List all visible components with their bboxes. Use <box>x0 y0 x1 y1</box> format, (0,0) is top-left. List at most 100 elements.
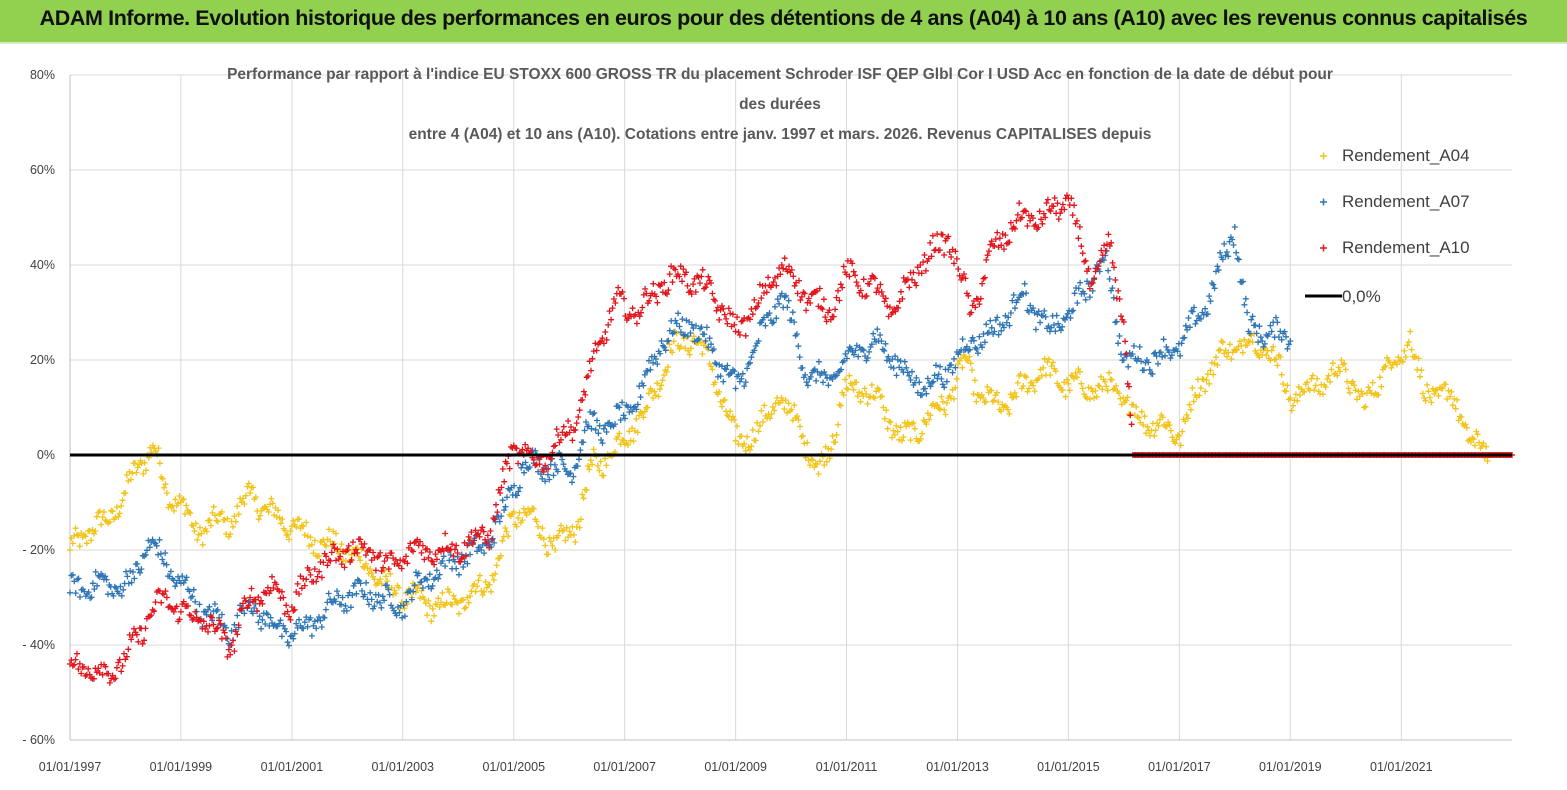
data-point-a07 <box>919 391 926 398</box>
data-point-a10 <box>76 660 83 667</box>
data-point-a10 <box>984 252 991 259</box>
data-point-a04 <box>231 513 238 520</box>
data-point-a04 <box>1038 372 1045 379</box>
data-point-a10 <box>731 321 738 328</box>
data-point-a04 <box>502 525 509 531</box>
data-point-a10 <box>695 274 702 281</box>
data-point-a07 <box>128 579 135 586</box>
data-point-a04 <box>1404 342 1411 349</box>
data-point-a10 <box>418 549 425 556</box>
data-point-a07 <box>1055 320 1062 327</box>
data-point-a10 <box>115 659 122 666</box>
data-point-a10 <box>337 553 344 560</box>
data-point-a04 <box>69 540 76 547</box>
data-point-a10 <box>74 650 80 657</box>
data-point-a07 <box>163 561 170 568</box>
data-point-a04 <box>566 528 573 535</box>
data-point-a04 <box>242 492 249 499</box>
data-point-a10 <box>756 281 763 288</box>
data-point-a07 <box>446 557 453 564</box>
data-point-a04 <box>661 372 667 379</box>
data-point-a04 <box>1319 391 1326 398</box>
data-point-a07 <box>499 497 506 504</box>
data-point-a07 <box>923 390 930 397</box>
data-point-a04 <box>425 597 432 604</box>
data-point-a10 <box>869 272 876 279</box>
data-point-a07 <box>280 622 287 629</box>
data-point-a07 <box>1113 318 1120 325</box>
data-point-a04 <box>757 422 763 429</box>
data-point-a04 <box>513 523 520 530</box>
data-point-a10 <box>1016 200 1023 207</box>
data-point-a10 <box>151 608 158 615</box>
data-point-a07 <box>592 426 599 433</box>
data-point-a04 <box>1014 379 1021 386</box>
data-point-a07 <box>988 324 995 331</box>
data-point-a07 <box>684 333 691 340</box>
data-point-a04 <box>1066 387 1073 394</box>
data-point-a04 <box>864 400 871 407</box>
data-point-a07 <box>526 464 533 471</box>
data-point-a07 <box>91 586 98 593</box>
data-point-a07 <box>385 586 392 593</box>
data-point-a04 <box>490 576 497 583</box>
data-point-a10 <box>421 556 428 563</box>
data-point-a10 <box>569 437 576 444</box>
data-point-a07 <box>1106 276 1113 282</box>
data-point-a07 <box>1034 311 1041 318</box>
data-point-a04 <box>1182 418 1189 425</box>
x-tick-label: 01/01/1999 <box>150 760 213 774</box>
data-point-a07 <box>277 617 284 624</box>
data-point-a04 <box>717 398 724 405</box>
data-point-a07 <box>1215 267 1222 274</box>
data-point-a07 <box>1068 308 1075 315</box>
data-point-a04 <box>576 524 583 531</box>
data-point-a07 <box>909 368 915 375</box>
data-point-a04 <box>1166 422 1173 429</box>
data-point-a10 <box>646 297 653 304</box>
data-point-a04 <box>900 434 907 440</box>
data-point-a10 <box>920 259 927 266</box>
data-point-a07 <box>350 582 357 589</box>
data-point-a04 <box>729 413 736 420</box>
data-point-a07 <box>518 464 525 471</box>
data-point-a04 <box>1023 374 1030 381</box>
data-point-a07 <box>1229 236 1236 243</box>
data-point-a10 <box>497 490 504 496</box>
data-point-a04 <box>279 516 286 523</box>
data-point-a10 <box>106 679 113 686</box>
data-point-a04 <box>152 448 159 454</box>
data-point-a10 <box>559 429 566 436</box>
data-point-a07 <box>933 362 939 369</box>
data-point-a04 <box>325 526 332 533</box>
data-point-a10 <box>482 536 489 543</box>
data-point-a04 <box>1117 395 1124 402</box>
data-point-a04 <box>1362 403 1369 410</box>
data-point-a04 <box>973 398 980 405</box>
data-point-a04 <box>742 447 749 454</box>
data-point-a04 <box>600 472 607 479</box>
data-point-a07 <box>1233 249 1240 256</box>
data-point-a10 <box>133 631 140 638</box>
data-point-a07 <box>1242 295 1249 302</box>
data-point-a10 <box>755 300 762 306</box>
data-point-a10 <box>951 260 957 267</box>
data-point-a10 <box>454 550 461 556</box>
data-point-a10 <box>791 282 798 289</box>
data-point-a04 <box>1342 366 1349 373</box>
data-point-a04 <box>1277 354 1284 360</box>
data-point-a10 <box>525 445 532 452</box>
data-point-a10 <box>370 549 377 556</box>
data-point-a04 <box>917 435 924 442</box>
data-point-a07 <box>214 606 221 613</box>
data-point-a07 <box>701 331 708 338</box>
legend-item-zero: 0,0% <box>1305 287 1381 306</box>
data-point-a04 <box>439 589 446 596</box>
data-point-a04 <box>1382 363 1389 369</box>
data-point-a10 <box>698 273 705 280</box>
data-point-a10 <box>218 635 225 642</box>
data-point-a07 <box>278 633 285 640</box>
data-point-a10 <box>565 418 572 424</box>
data-point-a10 <box>426 549 433 555</box>
data-point-a07 <box>671 329 677 336</box>
